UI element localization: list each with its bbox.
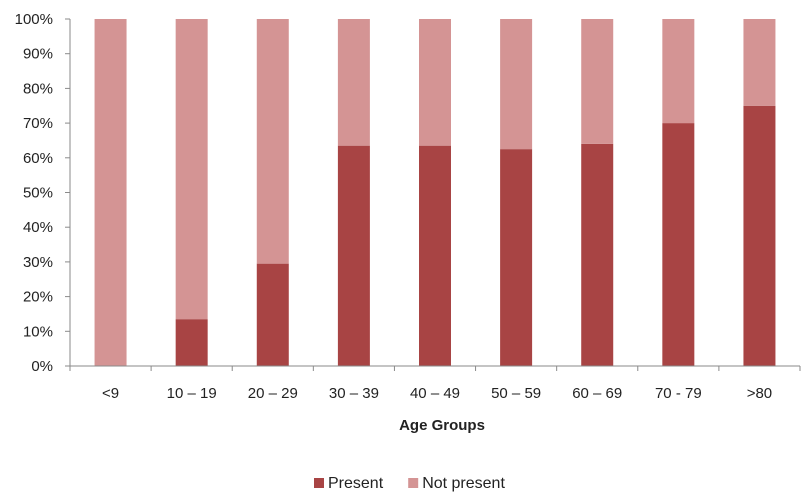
x-tick-label: 30 – 39 (329, 385, 379, 402)
bar-present (337, 145, 370, 366)
y-tick-label: 70% (23, 115, 53, 132)
bar-not-present (94, 19, 127, 366)
y-tick-label: 10% (23, 323, 53, 340)
legend-swatch-present (314, 478, 324, 488)
bar-not-present (256, 19, 289, 264)
x-tick-label: 20 – 29 (248, 385, 298, 402)
bar-present (175, 319, 208, 366)
y-tick-label: 30% (23, 254, 53, 271)
bar-present (256, 263, 289, 366)
bar-present (419, 145, 451, 366)
bar-not-present (662, 19, 695, 124)
y-tick-label: 20% (23, 289, 53, 306)
bar-not-present (581, 19, 614, 144)
x-axis-label: Age Groups (399, 417, 485, 434)
y-tick-label: 100% (15, 11, 53, 28)
legend-label: Not present (422, 475, 505, 492)
bar-not-present (337, 19, 370, 146)
x-tick-label: 10 – 19 (167, 385, 217, 402)
bar-not-present (419, 19, 451, 146)
bars (94, 19, 776, 366)
x-tick-label: >80 (747, 385, 772, 402)
legend-swatch-not-present (408, 478, 419, 488)
x-axis-ticks: <9 10 – 19 20 – 29 30 – 39 40 – 49 50 – 59 60 … (102, 385, 772, 402)
bar-not-present (175, 19, 208, 320)
y-tick-label: 60% (23, 150, 53, 167)
x-tick-label: 60 – 69 (572, 385, 622, 402)
bar-present (500, 149, 533, 366)
y-tick-label: 90% (23, 46, 53, 63)
bar-present (581, 143, 614, 366)
bar-not-present (500, 19, 533, 150)
axes (69, 19, 801, 371)
y-tick-label: 80% (23, 80, 53, 97)
bar-present (743, 105, 776, 366)
legend-label: Present (328, 475, 384, 492)
x-tick-label: 40 – 49 (410, 385, 460, 402)
bar-not-present (743, 19, 776, 106)
legend: Present Not present (314, 475, 505, 492)
bar-present (662, 123, 695, 366)
x-tick-label: 50 – 59 (491, 385, 541, 402)
y-tick-label: 0% (31, 358, 53, 375)
y-tick-label: 40% (23, 219, 53, 236)
y-axis-ticks: 0% 10% 20% 30% 40% 50% 60% 70% 80% 90% 100% (15, 11, 70, 375)
y-tick-label: 50% (23, 185, 53, 202)
x-tick-label: 70 - 79 (655, 385, 702, 402)
x-tick-label: <9 (102, 385, 119, 402)
